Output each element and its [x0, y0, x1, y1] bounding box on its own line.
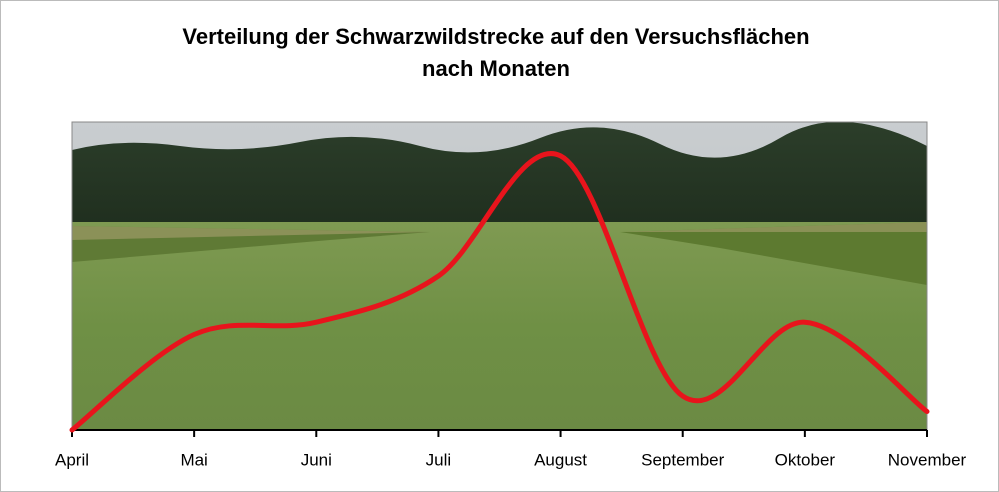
x-tick-label: Juli	[426, 450, 452, 469]
x-tick-label: Mai	[180, 450, 207, 469]
x-tick-label: August	[534, 450, 587, 469]
x-tick-label: November	[888, 450, 967, 469]
x-tick-label: Juni	[301, 450, 332, 469]
chart-title: nach Monaten	[422, 56, 570, 81]
x-tick-label: Oktober	[775, 450, 836, 469]
chart-title: Verteilung der Schwarzwildstrecke auf de…	[182, 24, 809, 49]
x-tick-label: September	[641, 450, 724, 469]
x-tick-label: April	[55, 450, 89, 469]
background-photo	[72, 122, 927, 430]
chart: Verteilung der Schwarzwildstrecke auf de…	[0, 0, 999, 492]
